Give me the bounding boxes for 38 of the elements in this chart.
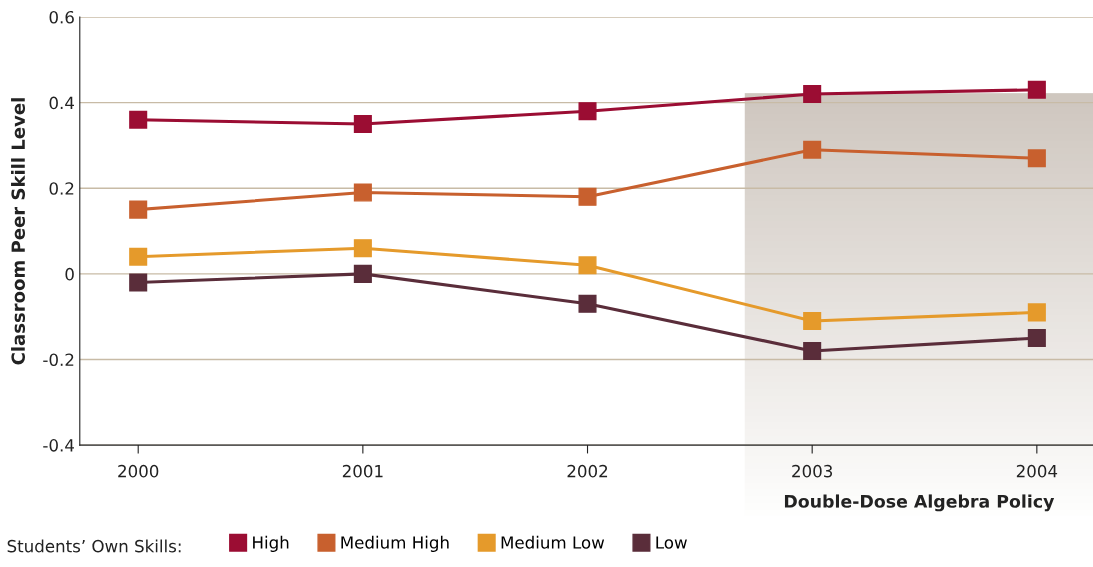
y-tick-label: 0.4 [49, 96, 74, 110]
y-tick-label: 0 [65, 267, 74, 281]
legend-label: High [253, 535, 289, 552]
point [578, 256, 597, 275]
legend-label: Low [656, 536, 687, 549]
y-tick-label: -0.2 [43, 353, 74, 367]
point [578, 294, 597, 313]
x-tick-label: 2002 [567, 464, 608, 478]
point [803, 311, 822, 330]
point [353, 183, 372, 202]
point [803, 140, 822, 159]
y-tick-label: 0.6 [49, 10, 74, 24]
point [578, 102, 597, 121]
point [129, 273, 148, 292]
point [353, 115, 372, 134]
point [129, 110, 148, 129]
point [129, 200, 148, 219]
y-tick-label: 0.2 [49, 182, 74, 195]
band-label: Double-Dose Algebra Policy [784, 494, 1055, 512]
point [129, 247, 148, 266]
x-tick-label: 2004 [1016, 464, 1058, 478]
point [803, 341, 822, 360]
legend-label: Medium Low [501, 535, 605, 549]
point [1027, 329, 1046, 348]
y-tick-label: -0.4 [43, 439, 74, 452]
x-tick-label: 2003 [792, 464, 833, 478]
point [1027, 303, 1046, 322]
legend-title: Students’ Own Skills: [7, 539, 181, 553]
point [803, 85, 822, 104]
y-axis-title: Classroom Peer Skill Level [11, 98, 26, 365]
legend-label: Medium High [341, 535, 449, 552]
point [578, 187, 597, 206]
x-tick-label: 2000 [118, 464, 159, 478]
point [1027, 80, 1046, 99]
x-tick-label: 2001 [342, 464, 383, 478]
point [1027, 149, 1046, 168]
point [353, 239, 372, 258]
point [353, 264, 372, 283]
